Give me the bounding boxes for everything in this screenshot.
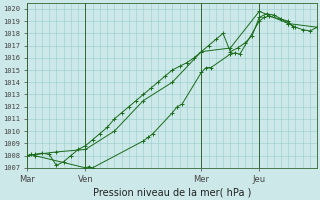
X-axis label: Pression niveau de la mer( hPa ): Pression niveau de la mer( hPa ) bbox=[93, 187, 252, 197]
